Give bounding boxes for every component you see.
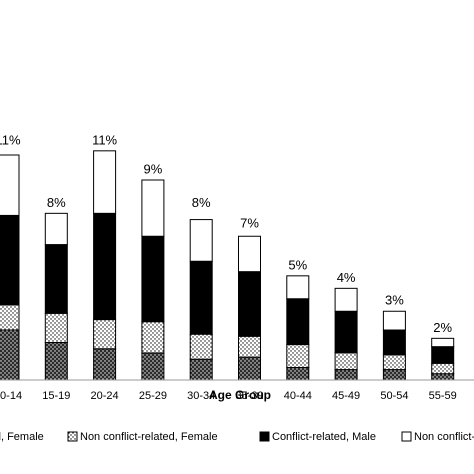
total-label: 7% xyxy=(240,216,259,231)
bar-segment xyxy=(141,179,165,237)
bar-segment xyxy=(44,312,68,344)
bar-segment xyxy=(0,214,20,306)
bar-segment xyxy=(0,304,20,331)
bar-segment xyxy=(286,298,310,346)
bar-segment xyxy=(238,356,261,381)
x-tick-label: 50-54 xyxy=(380,390,408,402)
bar-segment xyxy=(286,344,310,369)
bar-segment xyxy=(238,271,261,337)
bar-segment xyxy=(334,369,358,381)
x-tick-label: 20-24 xyxy=(91,390,119,402)
legend-label: Conflict-related, Male xyxy=(272,431,376,443)
bar-segment xyxy=(382,329,406,356)
bar-segment xyxy=(44,342,68,381)
legend-label: Non conflict-related, Female xyxy=(80,431,218,443)
legend-label: Non conflict-related, Male xyxy=(414,431,474,443)
total-label: 11% xyxy=(92,132,117,147)
bar-segment xyxy=(238,235,261,273)
x-axis-title: Age Group xyxy=(209,388,271,402)
bar-segment xyxy=(141,352,165,381)
total-label: 2% xyxy=(433,320,452,335)
x-tick-label: 10-14 xyxy=(0,390,22,402)
legend-swatch xyxy=(67,431,78,442)
x-tick-label: 40-44 xyxy=(284,390,312,402)
x-tick-label: 30-34 xyxy=(187,390,215,402)
bar-segment xyxy=(431,346,455,364)
total-label: 4% xyxy=(337,270,356,285)
bar-segment xyxy=(382,369,406,381)
total-label: 8% xyxy=(47,195,66,210)
bar-segment xyxy=(44,212,68,246)
bar-segment xyxy=(334,310,358,354)
bar-segment xyxy=(334,287,358,312)
total-label: 9% xyxy=(144,161,163,176)
bar-segment xyxy=(93,150,117,214)
bar-segment xyxy=(189,260,213,335)
bar-segment xyxy=(189,219,213,262)
total-label: 5% xyxy=(288,257,307,272)
legend-swatch xyxy=(259,431,270,442)
bar-segment xyxy=(286,275,310,300)
bar-segment xyxy=(141,321,165,354)
bar-segment xyxy=(334,352,358,371)
x-tick-label: 15-19 xyxy=(42,390,70,402)
x-tick-label: 25-29 xyxy=(139,390,167,402)
bar-segment xyxy=(189,358,213,381)
bar-segment xyxy=(382,310,406,331)
legend-label: Conflict-related, Female xyxy=(0,431,44,443)
total-label: 8% xyxy=(192,195,211,210)
bar-segment xyxy=(93,348,117,381)
bar-segment xyxy=(0,154,20,216)
bar-segment xyxy=(93,212,117,321)
legend-swatch xyxy=(401,431,412,442)
x-tick-label: 55-59 xyxy=(429,390,457,402)
bar-segment xyxy=(286,367,310,381)
bar-segment xyxy=(238,335,261,358)
bar-segment xyxy=(93,319,117,350)
bar-segment xyxy=(382,354,406,371)
bar-segment xyxy=(189,333,213,360)
bar-segment xyxy=(431,337,455,348)
bar-segment xyxy=(431,362,455,375)
x-tick-label: 35-39 xyxy=(235,390,263,402)
bar-segment xyxy=(431,373,455,381)
total-label: 11% xyxy=(0,132,21,147)
bar-segment xyxy=(141,235,165,323)
bar-segment xyxy=(0,329,20,381)
bar-segment xyxy=(44,244,68,314)
x-tick-label: 45-49 xyxy=(332,390,360,402)
total-label: 3% xyxy=(385,293,404,308)
